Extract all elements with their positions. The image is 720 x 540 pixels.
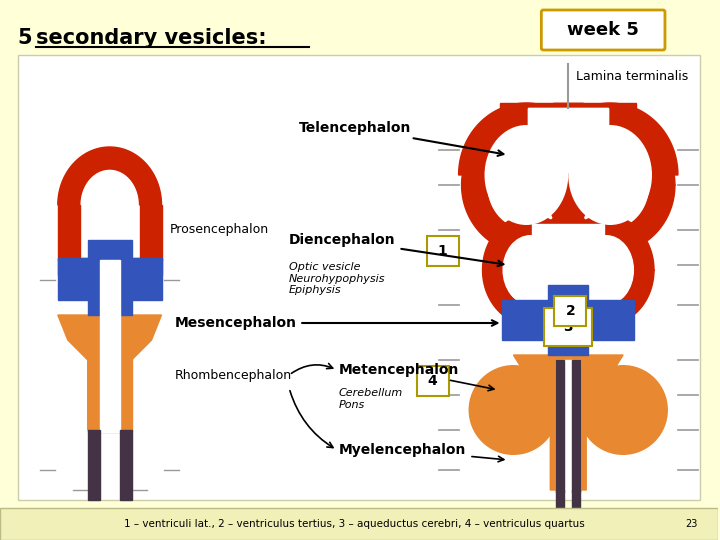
FancyBboxPatch shape <box>554 296 586 326</box>
Polygon shape <box>58 147 161 205</box>
Text: 5: 5 <box>18 28 40 48</box>
Polygon shape <box>542 103 678 175</box>
FancyBboxPatch shape <box>18 55 700 500</box>
Polygon shape <box>99 260 120 432</box>
Text: Diencephalon: Diencephalon <box>289 233 503 266</box>
Text: Lamina terminalis: Lamina terminalis <box>576 70 688 83</box>
Polygon shape <box>459 103 594 175</box>
Polygon shape <box>482 215 578 325</box>
Polygon shape <box>88 315 132 432</box>
Polygon shape <box>58 258 88 300</box>
Polygon shape <box>526 155 553 172</box>
Polygon shape <box>553 220 583 310</box>
Text: Optic vesicle
Neurohypophysis
Epiphysis: Optic vesicle Neurohypophysis Epiphysis <box>289 262 386 295</box>
Polygon shape <box>132 258 161 300</box>
Ellipse shape <box>578 235 634 305</box>
Polygon shape <box>503 300 549 340</box>
Polygon shape <box>140 205 161 260</box>
Polygon shape <box>553 103 583 165</box>
Polygon shape <box>532 224 604 308</box>
Polygon shape <box>528 108 608 156</box>
Polygon shape <box>88 240 132 315</box>
Text: Cerebellum
Pons: Cerebellum Pons <box>339 388 403 410</box>
Ellipse shape <box>503 235 558 305</box>
Polygon shape <box>583 155 610 172</box>
Polygon shape <box>88 430 99 500</box>
Polygon shape <box>545 117 675 253</box>
Polygon shape <box>583 240 606 280</box>
Text: 4: 4 <box>428 374 438 388</box>
Polygon shape <box>557 360 580 490</box>
Text: 1 – ventriculi lat., 2 – ventriculus tertius, 3 – aqueductus cerebri, 4 – ventri: 1 – ventriculi lat., 2 – ventriculus ter… <box>124 519 585 529</box>
FancyBboxPatch shape <box>427 236 459 266</box>
Ellipse shape <box>485 125 568 225</box>
FancyBboxPatch shape <box>541 10 665 50</box>
Text: Myelencephalon: Myelencephalon <box>339 443 504 462</box>
Ellipse shape <box>568 125 652 225</box>
Polygon shape <box>557 360 564 492</box>
Polygon shape <box>531 240 553 280</box>
Polygon shape <box>58 315 161 430</box>
Text: 2: 2 <box>565 304 575 318</box>
Text: Mesencephalon: Mesencephalon <box>174 316 498 330</box>
Polygon shape <box>557 490 564 510</box>
FancyBboxPatch shape <box>417 366 449 396</box>
Polygon shape <box>531 156 606 172</box>
Polygon shape <box>500 103 636 130</box>
Text: week 5: week 5 <box>567 21 639 39</box>
Text: Telencephalon: Telencephalon <box>299 121 503 156</box>
Polygon shape <box>528 108 608 130</box>
Polygon shape <box>58 258 161 275</box>
Polygon shape <box>588 300 634 340</box>
Ellipse shape <box>469 365 558 455</box>
Text: 23: 23 <box>685 519 698 529</box>
Text: Metencephalon: Metencephalon <box>339 363 494 391</box>
Polygon shape <box>462 117 591 253</box>
Polygon shape <box>572 360 580 492</box>
Polygon shape <box>549 285 588 355</box>
Text: 3: 3 <box>564 320 573 334</box>
Text: Rhombencephalon: Rhombencephalon <box>174 368 292 381</box>
FancyBboxPatch shape <box>0 508 718 540</box>
FancyBboxPatch shape <box>544 308 592 346</box>
Polygon shape <box>558 215 654 325</box>
Polygon shape <box>58 205 80 260</box>
Text: 1: 1 <box>438 244 448 258</box>
Text: Prosencephalon: Prosencephalon <box>169 224 269 237</box>
Polygon shape <box>553 103 583 155</box>
Polygon shape <box>513 355 623 490</box>
Polygon shape <box>120 430 132 500</box>
Text: secondary vesicles:: secondary vesicles: <box>36 28 266 48</box>
Ellipse shape <box>578 365 668 455</box>
Polygon shape <box>572 490 580 510</box>
